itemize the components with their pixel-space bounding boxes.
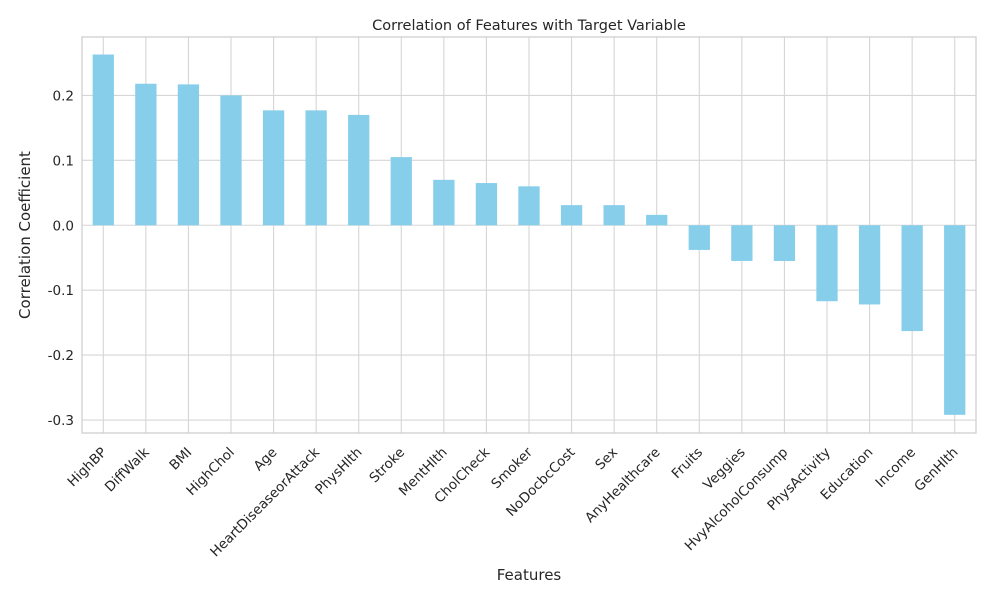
bar-sex [603,205,625,226]
bar-cholcheck [475,183,498,226]
y-tick-label: -0.3 [48,413,74,429]
x-axis-label: Features [497,566,562,584]
bar-hvyalcoholconsump [773,225,796,261]
plot-frame [81,36,977,434]
grid [82,37,976,433]
bar-age [262,110,285,226]
y-tick-label: 0.2 [53,88,74,104]
bar-nodocbccost [560,205,583,226]
y-tick-label: 0.1 [53,153,74,169]
bar-income [901,225,923,332]
bar-physactivity [816,225,838,302]
chart-title: Correlation of Features with Target Vari… [372,18,686,34]
x-tick-label: BMI [166,445,195,474]
y-axis-label: Correlation Coefficient [16,151,34,319]
bar-genhlth [944,225,966,415]
bar-fruits [688,225,710,250]
x-tick-label: Stroke [366,445,408,487]
bar-stroke [390,157,412,226]
y-tick-label: 0.0 [53,218,74,234]
bar-veggies [731,225,753,261]
bar-highchol [220,95,242,226]
x-tick-label: GenHlth [911,445,961,495]
bar-anyhealthcare [646,214,668,226]
y-axis-ticks: -0.3 -0.2 -0.1 0.0 0.1 0.2 [48,88,74,429]
bars [92,54,966,415]
bar-education [858,225,881,305]
bar-bmi [177,84,200,226]
x-tick-label: AnyHealthcare [582,445,664,527]
x-tick-label: Age [251,445,281,475]
y-tick-label: -0.2 [48,348,74,364]
bar-smoker [518,186,540,226]
bar-highbp [92,54,114,226]
bar-heartdiseaseorattack [305,110,327,226]
bar-physhlth [348,114,370,226]
bar-menthlth [433,179,455,226]
x-tick-label: PhysHlth [312,445,365,498]
x-tick-label: Fruits [669,445,706,482]
bar-diffwalk [135,83,157,226]
y-tick-label: -0.1 [48,283,74,299]
x-tick-label: Sex [592,445,621,474]
x-tick-label: DiffWalk [102,444,153,495]
